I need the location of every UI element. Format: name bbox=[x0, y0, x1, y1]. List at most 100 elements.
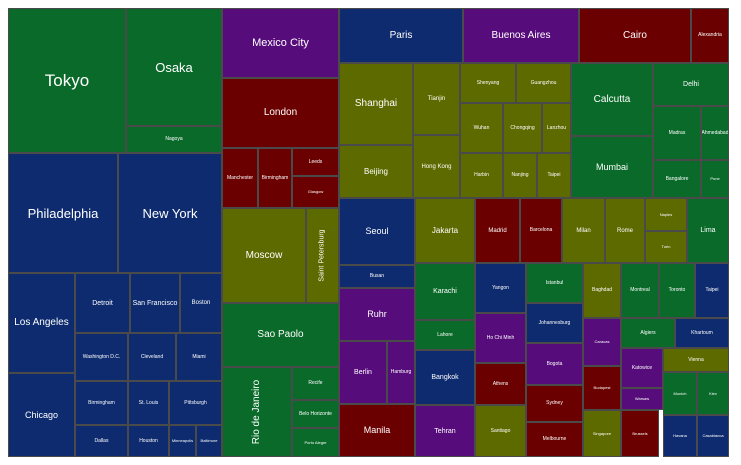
treemap-cell-london-21[interactable]: London bbox=[222, 78, 339, 148]
treemap-cell-katowice-93[interactable]: Katowice bbox=[621, 348, 663, 388]
treemap-cell-pittsburgh-15[interactable]: Pittsburgh bbox=[169, 381, 222, 425]
treemap-cell-karachi-70[interactable]: Karachi bbox=[415, 263, 475, 320]
treemap-cell-lahore-71[interactable]: Lahore bbox=[415, 320, 475, 350]
treemap-cell-munich-96[interactable]: Munich bbox=[663, 372, 697, 415]
treemap-cell-leeds-24[interactable]: Leeds bbox=[292, 148, 339, 176]
treemap-cell-milan-61[interactable]: Milan bbox=[562, 198, 605, 263]
treemap-cell-tokyo-0[interactable]: Tokyo bbox=[8, 8, 126, 153]
treemap-cell-tianjin-38[interactable]: Tianjin bbox=[413, 63, 460, 135]
treemap-cell-lanzhou-43[interactable]: Lanzhou bbox=[542, 103, 571, 153]
treemap-cell-saint-petersburg-27[interactable]: Saint Petersburg bbox=[306, 208, 339, 303]
treemap-cell-rome-62[interactable]: Rome bbox=[605, 198, 645, 263]
treemap-cell-vienna-95[interactable]: Vienna bbox=[663, 348, 729, 372]
treemap-cell-minneapolis-18[interactable]: Minneapolis bbox=[169, 425, 196, 457]
treemap-cell-turin-64[interactable]: Turin bbox=[645, 231, 687, 263]
treemap-cell-berlin-67[interactable]: Berlin bbox=[339, 341, 387, 404]
treemap-cell-guangzhou-40[interactable]: Guangzhou bbox=[516, 63, 571, 103]
treemap-cell-barcelona-60[interactable]: Barcelona bbox=[520, 198, 562, 263]
treemap-cell-singapore-91[interactable]: Singapore bbox=[583, 410, 621, 457]
treemap-cell-mexico-city-20[interactable]: Mexico City bbox=[222, 8, 339, 78]
treemap-cell-belo-horizonte-31[interactable]: Belo Horizonte bbox=[292, 400, 339, 428]
treemap-cell-santiago-82[interactable]: Santiago bbox=[475, 405, 526, 457]
treemap-cell-miami-11[interactable]: Miami bbox=[176, 333, 222, 381]
treemap-cell-birmingham-13[interactable]: Birmingham bbox=[75, 381, 128, 425]
treemap-cell-casablanca-99[interactable]: Casablanca bbox=[697, 415, 729, 457]
treemap-cell-ho-chi-minh-74[interactable]: Ho Chi Minh bbox=[475, 313, 526, 363]
treemap-cell-budapest-90[interactable]: Budapest bbox=[583, 366, 621, 410]
treemap-cell-sao-paolo-28[interactable]: Sao Paolo bbox=[222, 303, 339, 367]
treemap-cell-calcutta-49[interactable]: Calcutta bbox=[571, 63, 653, 136]
treemap-cell-mumbai-53[interactable]: Mumbai bbox=[571, 136, 653, 198]
treemap-cell-havana-98[interactable]: Havana bbox=[663, 415, 697, 457]
treemap-cell-dallas-16[interactable]: Dallas bbox=[75, 425, 128, 457]
treemap-cell-moscow-26[interactable]: Moscow bbox=[222, 208, 306, 303]
treemap-cell-philadelphia-3[interactable]: Philadelphia bbox=[8, 153, 118, 273]
treemap-cell-bangalore-54[interactable]: Bangalore bbox=[653, 160, 701, 198]
treemap-cell-osaka-1[interactable]: Osaka bbox=[126, 8, 222, 126]
treemap-cell-warsaw-94[interactable]: Warsaw bbox=[621, 388, 663, 410]
treemap-cell-buenos-aires-34[interactable]: Buenos Aires bbox=[463, 8, 579, 63]
treemap-cell-birmingham-23[interactable]: Birmingham bbox=[258, 148, 292, 208]
treemap-cell-baghdad-83[interactable]: Baghdad bbox=[583, 263, 621, 318]
treemap-cell-bogota-78[interactable]: Bogota bbox=[526, 343, 583, 385]
treemap-cell-istanbul-76[interactable]: Istanbul bbox=[526, 263, 583, 303]
treemap-cell-wuhan-41[interactable]: Wuhan bbox=[460, 103, 503, 153]
treemap-cell-caracas-89[interactable]: Caracas bbox=[583, 318, 621, 366]
treemap-cell-lima-65[interactable]: Lima bbox=[687, 198, 729, 263]
treemap-cell-taipei-48[interactable]: Taipei bbox=[537, 153, 571, 198]
treemap-cell-shanghai-37[interactable]: Shanghai bbox=[339, 63, 413, 145]
treemap-cell-bangkok-72[interactable]: Bangkok bbox=[415, 350, 475, 405]
treemap-cell-algiers-87[interactable]: Algiers bbox=[621, 318, 675, 348]
treemap-cell-new-york-4[interactable]: New York bbox=[118, 153, 222, 273]
treemap-cell-hong-kong-45[interactable]: Hong Kong bbox=[413, 135, 460, 198]
treemap-cell-brussels-92[interactable]: Brussels bbox=[621, 410, 659, 457]
treemap-cell-porto-alegre-32[interactable]: Porto Alegre bbox=[292, 428, 339, 457]
treemap-cell-madras-51[interactable]: Madras bbox=[653, 106, 701, 160]
treemap-cell-seoul-56[interactable]: Seoul bbox=[339, 198, 415, 265]
treemap-cell-chicago-12[interactable]: Chicago bbox=[8, 373, 75, 457]
treemap-cell-naples-63[interactable]: Naples bbox=[645, 198, 687, 231]
treemap-cell-yangon-73[interactable]: Yangon bbox=[475, 263, 526, 313]
treemap-cell-manchester-22[interactable]: Manchester bbox=[222, 148, 258, 208]
treemap-cell-harbin-46[interactable]: Harbin bbox=[460, 153, 503, 198]
treemap-cell-busan-57[interactable]: Busan bbox=[339, 265, 415, 288]
treemap-cell-nanjing-47[interactable]: Nanjing bbox=[503, 153, 537, 198]
treemap-cell-rio-de-janeiro-29[interactable]: Rio de Janeiro bbox=[222, 367, 292, 457]
treemap-cell-ruhr-66[interactable]: Ruhr bbox=[339, 288, 415, 341]
treemap-cell-los-angeles-5[interactable]: Los Angeles bbox=[8, 273, 75, 373]
treemap-cell-nagoya-2[interactable]: Nagoya bbox=[126, 126, 222, 153]
treemap-cell-glasgow-25[interactable]: Glasgow bbox=[292, 176, 339, 208]
treemap-cell-st-louis-14[interactable]: St. Louis bbox=[128, 381, 169, 425]
treemap-cell-tehran-81[interactable]: Tehran bbox=[415, 405, 475, 457]
treemap-cell-baltimore-19[interactable]: Baltimore bbox=[196, 425, 222, 457]
treemap-cell-hamburg-68[interactable]: Hamburg bbox=[387, 341, 415, 404]
treemap-cell-sydney-79[interactable]: Sydney bbox=[526, 385, 583, 422]
treemap-cell-recife-30[interactable]: Recife bbox=[292, 367, 339, 400]
treemap-cell-jakarta-58[interactable]: Jakarta bbox=[415, 198, 475, 263]
treemap-cell-melbourne-80[interactable]: Melbourne bbox=[526, 422, 583, 457]
treemap-cell-alexandria-36[interactable]: Alexandria bbox=[691, 8, 729, 63]
treemap-cell-san-francisco-7[interactable]: San Francisco bbox=[130, 273, 180, 333]
treemap-cell-washington-d-c-9[interactable]: Washington D.C. bbox=[75, 333, 128, 381]
treemap-cell-delhi-50[interactable]: Delhi bbox=[653, 63, 729, 106]
treemap-cell-madrid-59[interactable]: Madrid bbox=[475, 198, 520, 263]
treemap-cell-montreal-84[interactable]: Montreal bbox=[621, 263, 659, 318]
treemap-cell-manila-69[interactable]: Manila bbox=[339, 404, 415, 457]
treemap-cell-athens-75[interactable]: Athens bbox=[475, 363, 526, 405]
treemap-cell-beijing-44[interactable]: Beijing bbox=[339, 145, 413, 198]
treemap-cell-ahmedabad-52[interactable]: Ahmedabad bbox=[701, 106, 729, 160]
treemap-cell-taipei-86[interactable]: Taipei bbox=[695, 263, 729, 318]
treemap-cell-toronto-85[interactable]: Toronto bbox=[659, 263, 695, 318]
treemap-cell-johannesburg-77[interactable]: Johannesburg bbox=[526, 303, 583, 343]
treemap-cell-detroit-6[interactable]: Detroit bbox=[75, 273, 130, 333]
treemap-cell-chongqing-42[interactable]: Chongqing bbox=[503, 103, 542, 153]
treemap-cell-khartoum-88[interactable]: Khartoum bbox=[675, 318, 729, 348]
treemap-cell-shenyang-39[interactable]: Shenyang bbox=[460, 63, 516, 103]
treemap-cell-cleveland-10[interactable]: Cleveland bbox=[128, 333, 176, 381]
treemap-cell-houston-17[interactable]: Houston bbox=[128, 425, 169, 457]
treemap-cell-paris-33[interactable]: Paris bbox=[339, 8, 463, 63]
treemap-cell-pune-55[interactable]: Pune bbox=[701, 160, 729, 198]
treemap-cell-boston-8[interactable]: Boston bbox=[180, 273, 222, 333]
treemap-cell-cairo-35[interactable]: Cairo bbox=[579, 8, 691, 63]
treemap-cell-kiev-97[interactable]: Kiev bbox=[697, 372, 729, 415]
